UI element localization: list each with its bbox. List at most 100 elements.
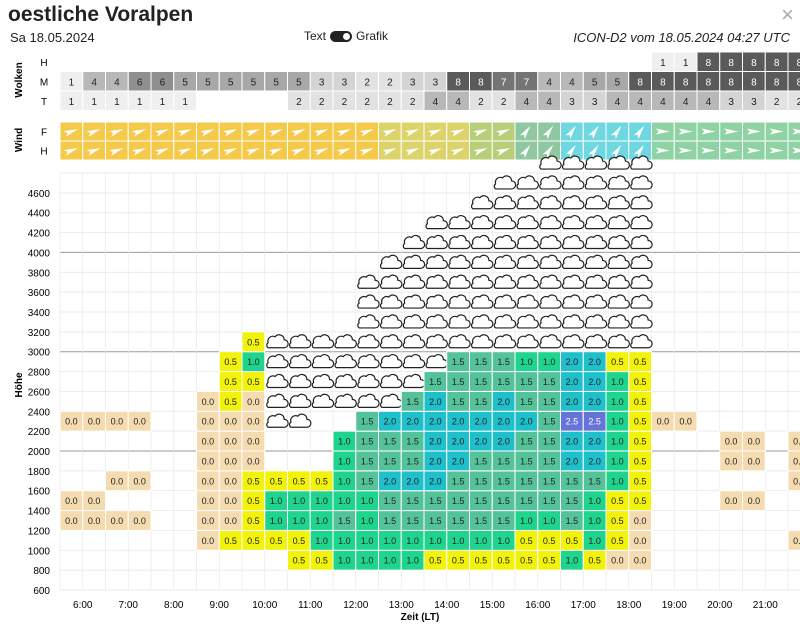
cloud-icon (334, 373, 357, 389)
cloud-value: 2 (319, 97, 325, 108)
cloud-icon-shape (402, 373, 426, 389)
cloud-icon-shape (379, 274, 403, 289)
thermal-value: 0.5 (224, 377, 237, 387)
cloud-value: 5 (296, 77, 302, 88)
thermal-value: 0.5 (293, 556, 306, 566)
thermal-value: 1.5 (475, 377, 488, 387)
cloud-icon (516, 274, 539, 289)
thermal-value: 1.5 (429, 516, 442, 526)
cloud-icon (584, 155, 608, 170)
cloud-icon-shape (607, 155, 630, 170)
thermal-value: 1.5 (475, 476, 488, 486)
cloud-icon (584, 234, 608, 250)
x-tick-label: 19:00 (662, 600, 687, 611)
cloud-icon-shape (357, 393, 380, 408)
cloud-icon (379, 373, 403, 389)
cloud-icon (630, 155, 653, 170)
cloud-icon-shape (425, 294, 448, 309)
cloud-icon (288, 354, 312, 369)
thermal-value: 0.0 (247, 456, 260, 466)
cloud-icon-shape (425, 354, 448, 369)
thermal-value: 0.0 (202, 476, 215, 486)
wind-arrow-icon (382, 129, 397, 137)
thermal-value: 0.0 (224, 496, 237, 506)
thermal-value: 1.5 (475, 516, 488, 526)
cloud-icon-shape (561, 234, 585, 250)
cloud-icon-shape (379, 393, 403, 408)
cloud-cell (196, 90, 220, 111)
thermal-value: 0.5 (634, 377, 647, 387)
cloud-value: 3 (433, 77, 439, 88)
cloud-icon-shape (425, 334, 448, 349)
view-toggle[interactable]: Text Grafik (304, 29, 388, 43)
cloud-icon-shape (607, 195, 630, 210)
thermal-value: 0.5 (611, 357, 624, 367)
thermal-value: 1.0 (406, 556, 419, 566)
x-tick-label: 13:00 (389, 600, 414, 611)
x-tick-label: 9:00 (210, 600, 230, 611)
wind-arrow-icon (655, 147, 670, 154)
thermal-cell (628, 351, 652, 373)
wind-arrow-icon (405, 148, 420, 156)
cloud-icon (379, 254, 403, 269)
cloud-icon-shape (607, 334, 630, 349)
cloud-value: 4 (683, 97, 689, 108)
thermal-value: 0.5 (247, 536, 260, 546)
cloud-icon (584, 175, 608, 190)
wind-arrow-icon (154, 148, 169, 156)
thermal-value: 0.0 (224, 476, 237, 486)
thermal-cell (787, 529, 800, 551)
cloud-icon-shape (493, 294, 517, 309)
cloud-icon (402, 274, 426, 289)
cloud-value: 2 (774, 97, 780, 108)
thermal-value: 0.5 (634, 437, 647, 447)
thermal-value: 0.5 (634, 397, 647, 407)
cloud-value: 1 (69, 97, 75, 108)
cloud-icon (516, 334, 539, 349)
wind-arrow-icon (701, 147, 716, 154)
wind-arrow-icon (336, 148, 351, 156)
wind-arrow-icon (792, 147, 800, 154)
cloud-icon-shape (470, 254, 494, 269)
cloud-icon (266, 334, 289, 349)
thermal-value: 1.5 (543, 437, 556, 447)
cloud-icon (470, 234, 494, 250)
cloud-icon (402, 373, 426, 389)
cloud-icon-shape (357, 314, 380, 329)
cloud-icon-shape (311, 393, 335, 408)
cloud-icon-shape (539, 254, 562, 269)
cloud-icon (448, 234, 471, 250)
cloud-icon (493, 175, 517, 190)
x-tick-label: 6:00 (73, 600, 93, 611)
toggle-switch[interactable] (330, 30, 353, 42)
cloud-value: 6 (160, 77, 166, 88)
wind-arrow-icon (496, 148, 511, 156)
cloud-cell (264, 51, 288, 72)
cloud-icon-shape (266, 413, 289, 428)
cloud-icon-shape (448, 215, 471, 230)
cloud-icon-shape (288, 354, 312, 369)
wind-row-label: F (41, 128, 47, 139)
cloud-icon (516, 215, 539, 230)
cloud-icon-shape (448, 254, 471, 269)
thermal-cell (742, 490, 766, 512)
cloud-cell (446, 51, 470, 72)
wind-arrow-icon (359, 129, 374, 137)
thermal-value: 0.0 (202, 456, 215, 466)
cloud-value: 4 (114, 77, 120, 88)
cloud-icon (630, 234, 653, 250)
wind-arrow-icon (200, 129, 215, 137)
cloud-cell (355, 51, 379, 72)
cloud-icon-shape (607, 175, 630, 190)
cloud-icon-shape (266, 334, 289, 349)
thermal-value: 1.0 (611, 437, 624, 447)
wind-arrow-icon (200, 148, 215, 156)
cloud-value: 5 (615, 77, 621, 88)
y-tick-label: 600 (33, 586, 50, 597)
wind-arrow-icon (746, 147, 761, 154)
cloud-value: 4 (637, 97, 643, 108)
thermal-value: 2.0 (588, 357, 601, 367)
cloud-icon (630, 215, 653, 230)
thermal-value: 0.5 (224, 536, 237, 546)
close-icon[interactable]: × (781, 2, 794, 27)
